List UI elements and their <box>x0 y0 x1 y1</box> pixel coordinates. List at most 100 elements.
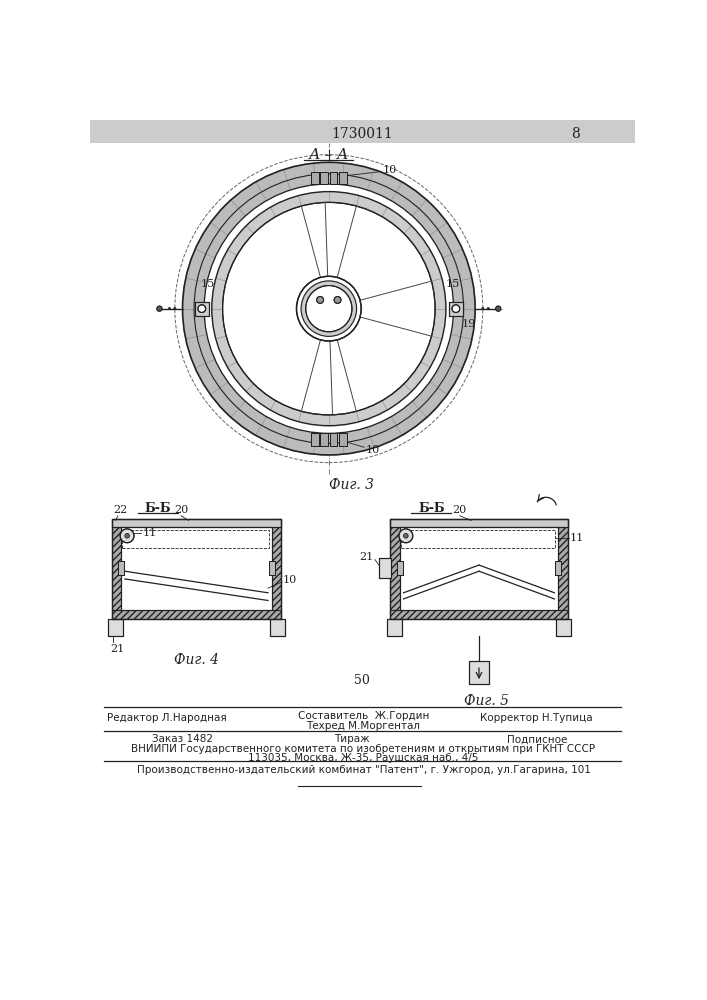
Circle shape <box>223 202 435 415</box>
Bar <box>449 302 463 316</box>
Bar <box>397 561 403 575</box>
Circle shape <box>317 296 324 303</box>
Circle shape <box>496 306 501 311</box>
Bar <box>399 527 559 610</box>
Text: 21: 21 <box>360 552 374 562</box>
Bar <box>390 519 568 527</box>
Bar <box>449 302 463 316</box>
Bar <box>311 172 319 184</box>
Circle shape <box>212 192 446 426</box>
Circle shape <box>305 286 352 332</box>
Bar <box>320 172 328 184</box>
Bar <box>311 433 319 446</box>
Text: 10: 10 <box>283 575 297 585</box>
Bar <box>387 619 402 636</box>
Circle shape <box>301 281 356 336</box>
Text: Фиг. 4: Фиг. 4 <box>174 653 219 667</box>
Bar <box>269 561 275 575</box>
Bar <box>311 433 319 446</box>
Bar <box>90 120 635 143</box>
Bar <box>339 433 346 446</box>
Bar <box>339 172 346 184</box>
Bar <box>195 302 209 316</box>
Text: 11: 11 <box>570 533 584 543</box>
Bar <box>269 561 275 575</box>
Text: 20: 20 <box>452 505 467 515</box>
Circle shape <box>125 533 129 538</box>
Text: 15: 15 <box>446 279 460 289</box>
Bar <box>272 519 281 619</box>
Bar <box>329 433 337 446</box>
Circle shape <box>334 296 341 303</box>
Text: 20: 20 <box>174 505 188 515</box>
Circle shape <box>120 529 134 543</box>
Text: 13: 13 <box>307 333 321 343</box>
Bar <box>195 302 209 316</box>
Text: 8: 8 <box>571 127 580 141</box>
Text: 113035, Москва, Ж-35, Раушская наб., 4/5: 113035, Москва, Ж-35, Раушская наб., 4/5 <box>248 753 479 763</box>
Bar <box>329 433 337 446</box>
Bar <box>329 172 337 184</box>
Bar <box>320 433 328 446</box>
Text: 10: 10 <box>382 165 397 175</box>
Bar <box>556 619 571 636</box>
Bar <box>112 519 281 527</box>
Circle shape <box>182 162 475 455</box>
Bar <box>469 661 489 684</box>
Bar <box>112 519 281 527</box>
Bar <box>555 561 561 575</box>
Bar <box>320 433 328 446</box>
Circle shape <box>296 276 361 341</box>
Bar <box>390 519 568 527</box>
Bar <box>402 530 555 548</box>
Circle shape <box>399 529 413 543</box>
Bar <box>269 619 285 636</box>
Text: Тираж: Тираж <box>334 734 370 744</box>
Bar <box>379 558 391 578</box>
Bar <box>397 561 403 575</box>
Circle shape <box>452 305 460 312</box>
Text: Фиг. 5: Фиг. 5 <box>464 694 509 708</box>
Text: А – А: А – А <box>309 148 349 162</box>
Circle shape <box>487 307 489 310</box>
Bar <box>320 172 328 184</box>
Text: 15: 15 <box>201 279 215 289</box>
Text: 21: 21 <box>110 644 124 654</box>
Text: Фиг. 3: Фиг. 3 <box>329 478 375 492</box>
Text: Редактор Л.Народная: Редактор Л.Народная <box>107 713 227 723</box>
Bar <box>390 519 568 619</box>
Bar <box>379 558 391 578</box>
Text: A: A <box>475 669 483 679</box>
Bar <box>118 561 124 575</box>
Text: ВНИИПИ Государственного комитета по изобретениям и открытиям при ГКНТ СССР: ВНИИПИ Государственного комитета по изоб… <box>132 744 595 754</box>
Bar <box>112 519 121 619</box>
Text: Подписное: Подписное <box>506 734 567 744</box>
Bar <box>121 527 272 610</box>
Bar <box>387 619 402 636</box>
Bar <box>122 530 269 548</box>
Bar <box>555 561 561 575</box>
Text: Техред М.Моргентал: Техред М.Моргентал <box>307 721 421 731</box>
Bar <box>469 661 489 684</box>
Circle shape <box>223 202 435 415</box>
Text: 1730011: 1730011 <box>331 127 393 141</box>
Text: 11: 11 <box>143 528 157 538</box>
Circle shape <box>157 306 162 311</box>
Circle shape <box>168 307 170 310</box>
Bar <box>311 172 319 184</box>
Bar <box>559 519 568 619</box>
Bar <box>269 619 285 636</box>
Bar <box>108 619 123 636</box>
Bar <box>329 172 337 184</box>
Bar <box>118 561 124 575</box>
Text: Б-Б: Б-Б <box>145 502 171 515</box>
Bar <box>339 433 346 446</box>
Text: Производственно-издательский комбинат "Патент", г. Ужгород, ул.Гагарина, 101: Производственно-издательский комбинат "П… <box>136 765 590 775</box>
Bar <box>390 610 568 619</box>
Circle shape <box>174 307 176 310</box>
Text: p: p <box>382 564 388 573</box>
Circle shape <box>198 305 206 312</box>
Circle shape <box>204 184 454 433</box>
Bar <box>108 619 123 636</box>
Bar <box>339 172 346 184</box>
